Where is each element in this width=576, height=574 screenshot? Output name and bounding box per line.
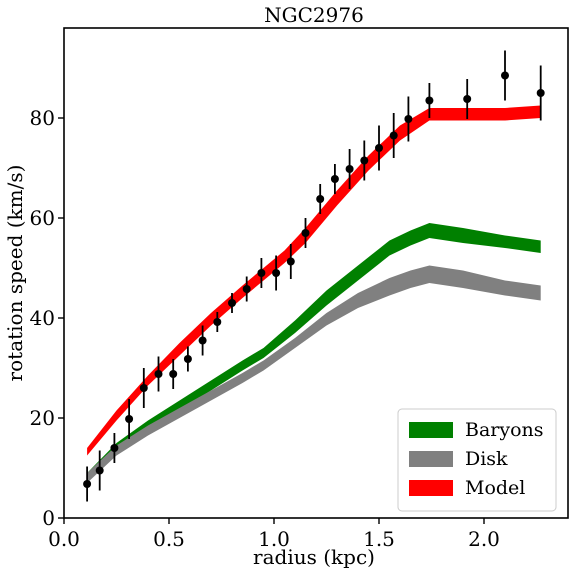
x-tick-label: 2.0 — [468, 527, 500, 551]
x-axis-label: radius (kpc) — [253, 545, 375, 569]
data-point — [425, 96, 434, 105]
data-points-layer — [83, 50, 545, 502]
x-tick-label: 1.5 — [363, 527, 395, 551]
x-axis-ticks: 0.0 0.5 1.0 1.5 2.0 — [48, 518, 500, 551]
data-point — [375, 144, 383, 152]
data-point — [95, 466, 104, 475]
legend-label-baryons: Baryons — [465, 419, 544, 441]
data-point — [501, 71, 509, 80]
data-point — [463, 95, 472, 103]
data-point — [316, 195, 325, 203]
data-point — [301, 229, 310, 237]
legend-label-model: Model — [465, 477, 525, 499]
data-point — [345, 165, 354, 173]
y-tick-label: 60 — [30, 206, 55, 230]
x-tick-label: 0.0 — [48, 527, 80, 551]
data-point — [154, 370, 163, 378]
data-point — [125, 415, 134, 423]
data-point — [198, 336, 207, 345]
data-point — [389, 131, 398, 140]
data-point — [139, 384, 148, 392]
data-point — [110, 444, 119, 452]
data-point — [257, 269, 266, 277]
legend-swatch-baryons — [409, 422, 453, 438]
legend: Baryons Disk Model — [397, 408, 557, 512]
data-point — [360, 156, 369, 165]
data-point — [169, 370, 178, 378]
y-tick-label: 40 — [30, 306, 55, 330]
y-tick-label: 80 — [30, 106, 55, 130]
disk-band — [87, 265, 541, 483]
chart-title: NGC2976 — [264, 3, 364, 27]
legend-swatch-disk — [409, 451, 453, 467]
data-point — [272, 269, 281, 277]
plot-frame — [63, 27, 569, 519]
data-point — [536, 89, 545, 97]
data-point — [404, 115, 413, 123]
data-point — [242, 285, 251, 293]
y-axis-ticks: 0 20 40 60 80 — [30, 106, 64, 530]
y-tick-label: 20 — [30, 406, 55, 430]
x-tick-label: 0.5 — [153, 527, 185, 551]
y-tick-label: 0 — [42, 506, 55, 530]
data-point — [213, 318, 222, 326]
data-point — [83, 480, 92, 488]
y-axis-label: rotation speed (km/s) — [3, 165, 27, 382]
data-point — [330, 175, 339, 183]
data-point — [228, 299, 236, 307]
x-tick-label: 1.0 — [258, 527, 290, 551]
data-point — [183, 355, 192, 363]
data-point — [286, 257, 295, 266]
band-layer — [87, 105, 541, 483]
legend-swatch-model — [409, 480, 453, 496]
legend-label-disk: Disk — [465, 448, 508, 470]
